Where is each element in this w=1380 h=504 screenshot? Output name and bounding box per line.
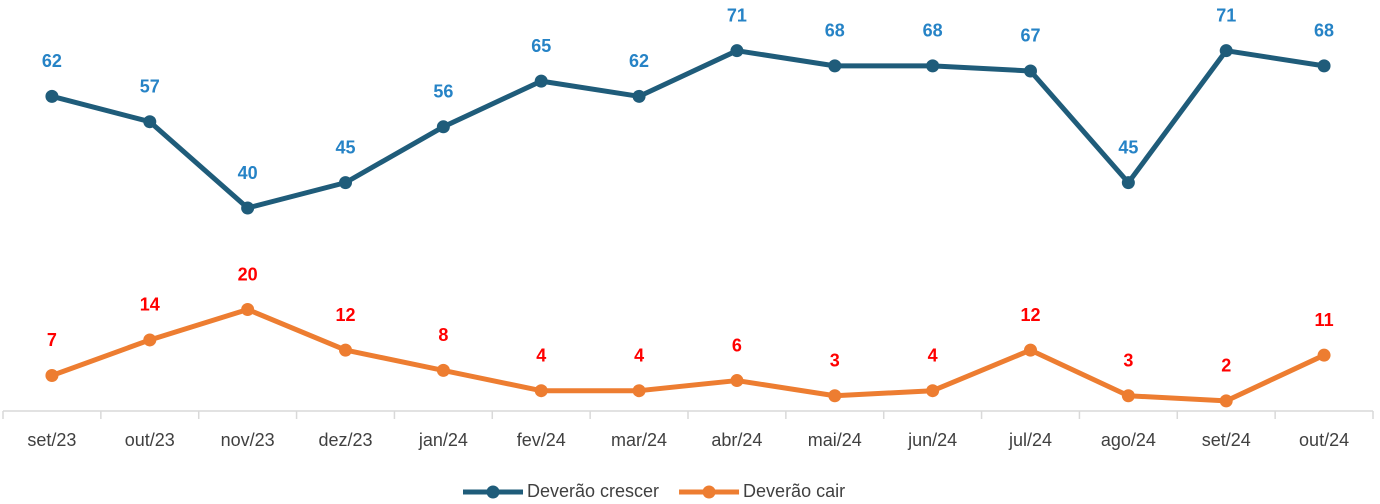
x-tick-label: mar/24 bbox=[611, 430, 667, 450]
value-label: 12 bbox=[1020, 305, 1040, 325]
x-tick-label: jul/24 bbox=[1008, 430, 1052, 450]
x-tick-label: out/23 bbox=[125, 430, 175, 450]
series-line bbox=[51, 307, 1326, 404]
point bbox=[926, 59, 940, 73]
value-label: 20 bbox=[238, 264, 258, 284]
x-tick-label: ago/24 bbox=[1101, 430, 1156, 450]
value-label: 67 bbox=[1020, 26, 1040, 46]
value-label: 68 bbox=[1314, 21, 1334, 41]
value-label: 14 bbox=[140, 295, 160, 315]
x-tick-label: set/24 bbox=[1202, 430, 1251, 450]
value-label: 11 bbox=[1315, 310, 1334, 330]
point bbox=[828, 59, 842, 73]
x-tick-label: jan/24 bbox=[418, 430, 468, 450]
value-label: 45 bbox=[1118, 137, 1138, 157]
point bbox=[1024, 343, 1037, 357]
point bbox=[730, 374, 744, 388]
value-label: 3 bbox=[1123, 351, 1133, 371]
value-label: 56 bbox=[433, 82, 453, 102]
point bbox=[730, 44, 744, 58]
value-label: 68 bbox=[825, 21, 845, 41]
point bbox=[632, 384, 646, 398]
value-label: 6 bbox=[732, 335, 742, 355]
x-tick-label: out/24 bbox=[1299, 430, 1349, 450]
legend-marker bbox=[702, 485, 716, 499]
point bbox=[241, 303, 255, 316]
point bbox=[534, 74, 548, 88]
point bbox=[828, 389, 842, 403]
x-tick-label: fev/24 bbox=[517, 430, 566, 450]
value-label: 2 bbox=[1221, 356, 1231, 376]
point bbox=[632, 89, 646, 103]
value-label: 12 bbox=[335, 305, 355, 325]
point bbox=[926, 384, 940, 398]
x-tick-label: set/23 bbox=[27, 430, 76, 450]
value-label: 45 bbox=[335, 137, 355, 157]
value-label: 68 bbox=[923, 21, 943, 41]
value-label: 62 bbox=[42, 51, 62, 71]
x-tick-label: nov/23 bbox=[221, 430, 275, 450]
point bbox=[1121, 389, 1135, 403]
point bbox=[1317, 59, 1331, 73]
point bbox=[241, 201, 255, 215]
point bbox=[436, 120, 450, 134]
point bbox=[45, 89, 59, 103]
point bbox=[1121, 176, 1135, 190]
value-label: 40 bbox=[238, 163, 258, 183]
point bbox=[143, 115, 157, 129]
legend-label: Deverão crescer bbox=[527, 481, 659, 501]
value-label: 57 bbox=[140, 76, 160, 96]
value-label: 62 bbox=[629, 51, 649, 71]
value-label: 4 bbox=[928, 345, 938, 365]
point bbox=[1219, 44, 1233, 58]
value-label: 71 bbox=[727, 5, 747, 25]
point bbox=[1219, 394, 1233, 408]
point bbox=[1024, 64, 1037, 78]
value-label: 3 bbox=[830, 351, 840, 371]
x-tick-label: jun/24 bbox=[907, 430, 957, 450]
x-tick-label: dez/23 bbox=[318, 430, 372, 450]
legend-label: Deverão cair bbox=[743, 481, 845, 501]
x-tick-label: mai/24 bbox=[808, 430, 862, 450]
series-line bbox=[51, 48, 1325, 211]
value-label: 8 bbox=[438, 325, 448, 345]
point bbox=[339, 343, 352, 357]
point bbox=[1317, 348, 1331, 362]
point bbox=[339, 176, 352, 190]
point bbox=[45, 368, 59, 382]
point bbox=[534, 384, 548, 398]
value-label: 65 bbox=[531, 36, 551, 56]
x-tick-label: abr/24 bbox=[711, 430, 762, 450]
point bbox=[143, 333, 157, 347]
value-label: 7 bbox=[47, 330, 57, 350]
value-label: 71 bbox=[1216, 5, 1236, 25]
value-label: 4 bbox=[536, 345, 546, 365]
legend-marker bbox=[486, 485, 500, 499]
point bbox=[436, 363, 450, 377]
value-label: 4 bbox=[634, 345, 644, 365]
